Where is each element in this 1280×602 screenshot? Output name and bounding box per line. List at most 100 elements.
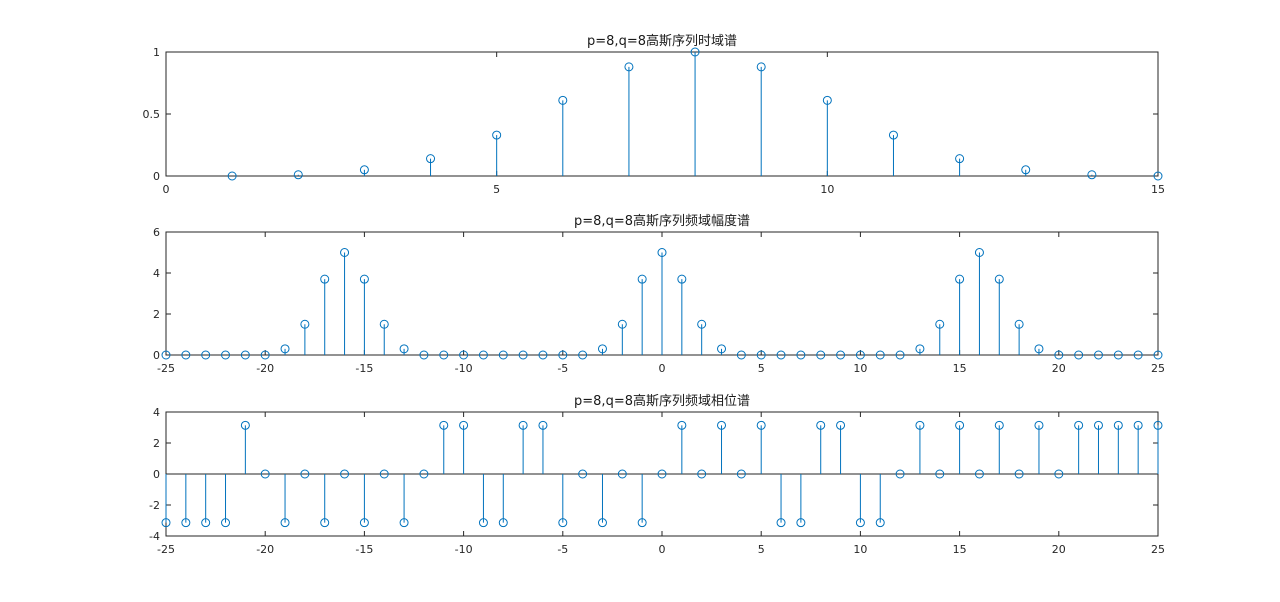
stem-marker bbox=[558, 350, 568, 360]
stem-marker bbox=[1133, 420, 1143, 430]
y-tick-label: 0.5 bbox=[143, 108, 161, 121]
stem-marker bbox=[419, 350, 429, 360]
stem-marker bbox=[736, 469, 746, 479]
stem-marker bbox=[1014, 469, 1024, 479]
stem-marker bbox=[227, 171, 237, 181]
stem-marker bbox=[1093, 350, 1103, 360]
y-tick-label: 1 bbox=[153, 46, 160, 59]
stem-marker bbox=[320, 274, 330, 284]
stem-marker bbox=[895, 350, 905, 360]
stem-marker bbox=[359, 518, 369, 528]
x-tick-label: 15 bbox=[953, 362, 967, 375]
y-tick-label: -2 bbox=[149, 499, 160, 512]
stem-marker bbox=[280, 518, 290, 528]
stem-marker bbox=[1153, 171, 1163, 181]
stem-marker bbox=[260, 350, 270, 360]
stem-marker bbox=[478, 518, 488, 528]
stem-marker bbox=[955, 274, 965, 284]
stem-marker bbox=[836, 420, 846, 430]
stem-marker bbox=[293, 170, 303, 180]
stem-marker bbox=[379, 319, 389, 329]
stem-marker bbox=[1034, 344, 1044, 354]
y-tick-label: 2 bbox=[153, 437, 160, 450]
stem-marker bbox=[624, 62, 634, 72]
stem-marker bbox=[974, 469, 984, 479]
stem-marker bbox=[1113, 420, 1123, 430]
stem-marker bbox=[717, 420, 727, 430]
stem-marker bbox=[478, 350, 488, 360]
y-tick-label: 0 bbox=[153, 468, 160, 481]
stem-marker bbox=[518, 350, 528, 360]
x-tick-label: 15 bbox=[953, 543, 967, 556]
stem-marker bbox=[1034, 420, 1044, 430]
stem-marker bbox=[260, 469, 270, 479]
stem-marker bbox=[459, 350, 469, 360]
stem-marker bbox=[677, 420, 687, 430]
stem-marker bbox=[578, 469, 588, 479]
stem-marker bbox=[1054, 350, 1064, 360]
chart-title: p=8,q=8高斯序列频域幅度谱 bbox=[574, 213, 750, 229]
stem-marker bbox=[915, 420, 925, 430]
stem-marker bbox=[1153, 350, 1163, 360]
stem-marker bbox=[888, 130, 898, 140]
stem-marker bbox=[994, 274, 1004, 284]
stem-marker bbox=[426, 154, 436, 164]
stem-marker bbox=[161, 350, 171, 360]
stem-marker bbox=[697, 469, 707, 479]
stem-marker bbox=[320, 518, 330, 528]
stem-marker bbox=[955, 420, 965, 430]
x-tick-label: -25 bbox=[157, 362, 175, 375]
stem-marker bbox=[677, 274, 687, 284]
x-tick-label: 10 bbox=[853, 362, 867, 375]
y-tick-label: 2 bbox=[153, 308, 160, 321]
stem-marker bbox=[340, 248, 350, 257]
stem-marker bbox=[181, 518, 191, 528]
stem-marker bbox=[1133, 350, 1143, 360]
stem-marker bbox=[657, 469, 667, 479]
stem-marker bbox=[796, 350, 806, 360]
subplot-magnitude-spectrum: p=8,q=8高斯序列频域幅度谱 -25 -20 -15 -10 -5 0 5 10 15 20 2… bbox=[153, 213, 1165, 375]
stem-marker bbox=[690, 47, 700, 57]
stem-marker bbox=[359, 274, 369, 284]
stem-marker bbox=[657, 248, 667, 257]
x-tick-label: -10 bbox=[455, 362, 473, 375]
stem-marker bbox=[756, 62, 766, 72]
stem-marker bbox=[578, 350, 588, 360]
x-tick-label: -5 bbox=[557, 543, 568, 556]
stem-marker bbox=[1093, 420, 1103, 430]
stem-marker bbox=[201, 350, 211, 360]
stem-marker bbox=[498, 350, 508, 360]
stem-marker bbox=[558, 518, 568, 528]
stem-marker bbox=[340, 469, 350, 479]
x-tick-label: 20 bbox=[1052, 543, 1066, 556]
x-tick-label: -15 bbox=[355, 362, 373, 375]
stem-marker bbox=[538, 350, 548, 360]
x-tick-label: 10 bbox=[853, 543, 867, 556]
stem-marker bbox=[1021, 165, 1031, 175]
x-tick-label: -5 bbox=[557, 362, 568, 375]
chart-title: p=8,q=8高斯序列时域谱 bbox=[587, 33, 737, 49]
x-tick-label: 0 bbox=[659, 362, 666, 375]
x-tick-label: -25 bbox=[157, 543, 175, 556]
x-tick-label: -10 bbox=[455, 543, 473, 556]
y-tick-label: 0 bbox=[153, 349, 160, 362]
stem-marker bbox=[994, 420, 1004, 430]
stem-marker bbox=[974, 248, 984, 257]
stem-marker bbox=[538, 420, 548, 430]
x-tick-label: -20 bbox=[256, 543, 274, 556]
stem-marker bbox=[240, 350, 250, 360]
stem-marker bbox=[1113, 350, 1123, 360]
stem-marker bbox=[439, 420, 449, 430]
stem-marker bbox=[796, 518, 806, 528]
x-tick-label: -20 bbox=[256, 362, 274, 375]
stem-marker bbox=[300, 319, 310, 329]
stem-marker bbox=[717, 344, 727, 354]
x-tick-label: 15 bbox=[1151, 183, 1165, 196]
stem-marker bbox=[161, 518, 171, 528]
stem-marker bbox=[855, 518, 865, 528]
stem-marker bbox=[855, 350, 865, 360]
stem-marker bbox=[597, 518, 607, 528]
stem-marker bbox=[822, 95, 832, 105]
stem-marker bbox=[836, 350, 846, 360]
